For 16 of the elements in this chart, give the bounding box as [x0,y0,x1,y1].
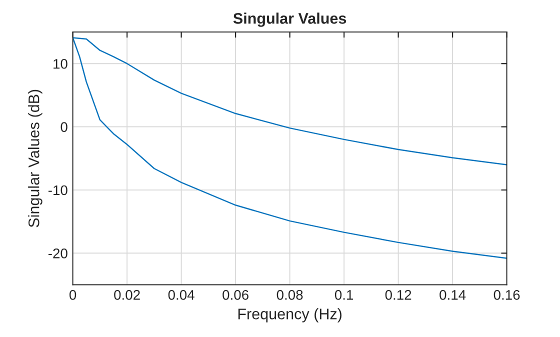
x-tick-label: 0.12 [385,290,412,300]
x-tick-label: 0.16 [494,290,520,300]
x-tick-label: 0.06 [222,290,248,300]
y-tick-label: -20 [48,248,68,258]
x-axis-title: Frequency (Hz) [238,308,342,322]
x-tick-label: 0.04 [168,290,194,300]
y-tick-label: -10 [48,185,68,196]
y-tick-label: 0 [60,122,68,132]
y-tick-label: 10 [54,58,68,69]
x-tick-label: 0.08 [276,290,303,300]
y-axis-title: Singular Values (dB) [28,90,42,228]
x-tick-label: 0.14 [440,290,466,300]
x-tick-label: 0 [69,290,76,300]
chart-title: Singular Values [233,12,346,27]
x-tick-label: 0.02 [114,290,140,300]
x-tick-label: 0.1 [334,290,354,300]
